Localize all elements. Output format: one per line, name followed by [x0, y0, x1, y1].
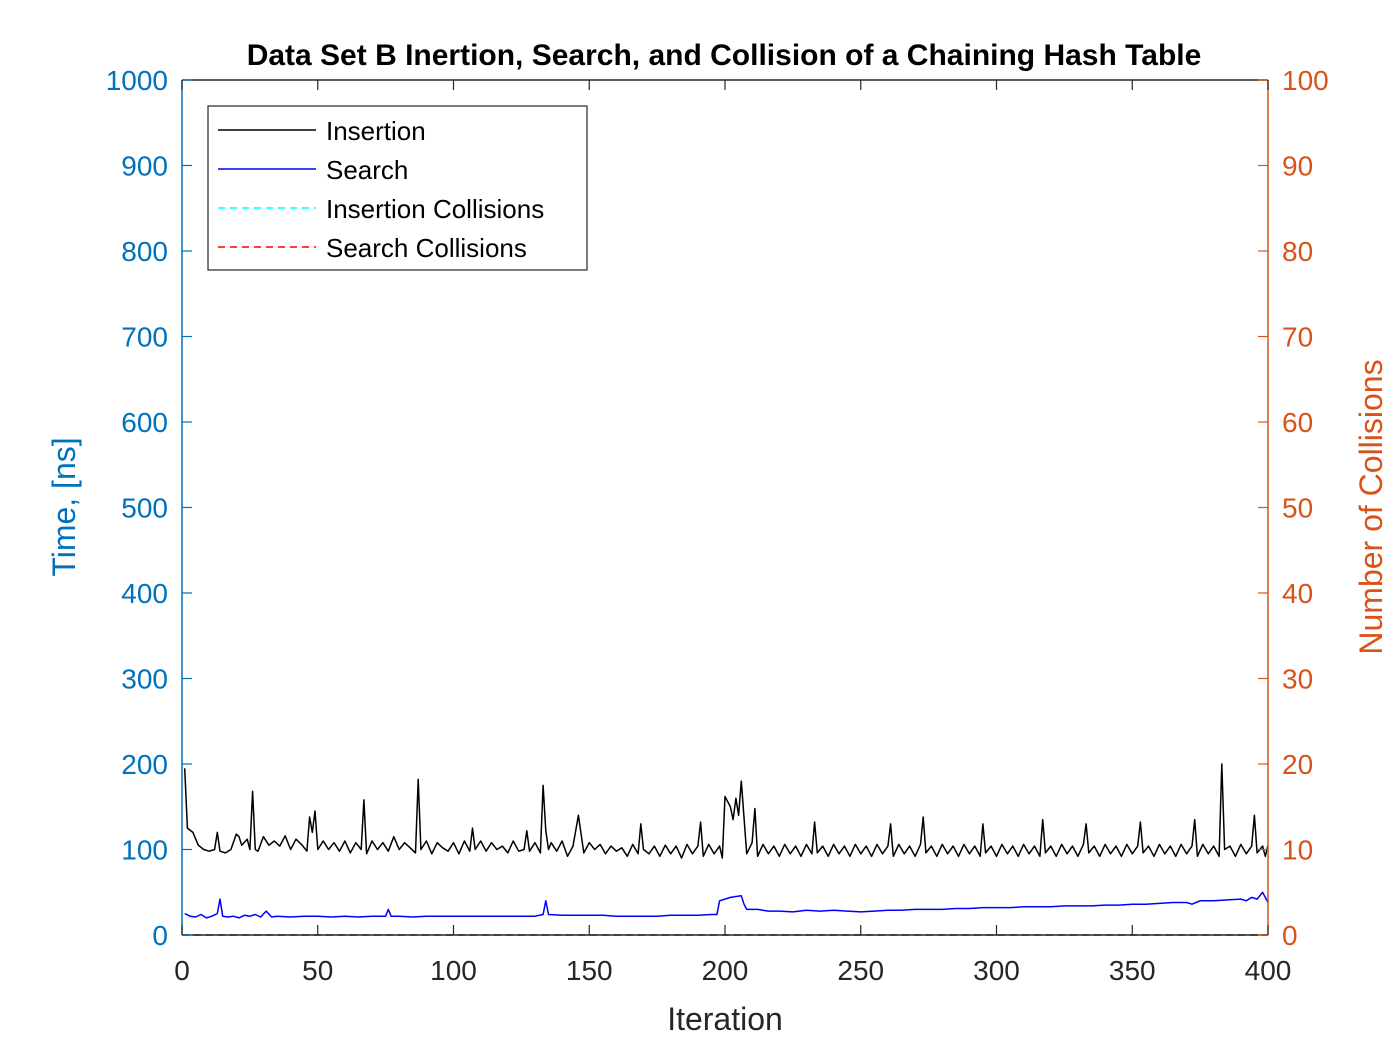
legend: Insertion Search Insertion Collisions Se…: [207, 105, 588, 271]
y-tick-label-right: 90: [1282, 151, 1313, 182]
legend-label-insertion: Insertion: [326, 116, 426, 146]
x-axis-label: Iteration: [667, 1001, 783, 1037]
series-search-line: [184, 891, 1269, 919]
legend-label-search-collisions: Search Collisions: [326, 233, 527, 263]
y-tick-label-right: 40: [1282, 578, 1313, 609]
x-tick-label: 0: [174, 955, 190, 986]
y-tick-label-left: 500: [121, 493, 168, 524]
legend-label-search: Search: [326, 155, 408, 185]
y-tick-label-left: 700: [121, 322, 168, 353]
y-tick-label-right: 60: [1282, 407, 1313, 438]
chart-title: Data Set B Inertion, Search, and Collisi…: [247, 39, 1202, 72]
y-axis-label-left: Time, [ns]: [46, 437, 82, 576]
y-tick-label-left: 100: [121, 835, 168, 866]
x-tick-label: 50: [302, 955, 333, 986]
y-tick-label-right: 10: [1282, 835, 1313, 866]
y-tick-label-left: 300: [121, 664, 168, 695]
y-tick-label-left: 400: [121, 578, 168, 609]
x-tick-label: 400: [1245, 955, 1292, 986]
y-axis-label-right: Number of Collisions: [1353, 359, 1389, 654]
y-tick-label-right: 50: [1282, 493, 1313, 524]
series-insertion-line: [183, 763, 1269, 859]
x-tick-label: 250: [837, 955, 884, 986]
x-tick-label: 350: [1109, 955, 1156, 986]
y-tick-label-right: 20: [1282, 749, 1313, 780]
y-tick-label-right: 30: [1282, 664, 1313, 695]
x-tick-label: 100: [430, 955, 477, 986]
y-tick-label-right: 70: [1282, 322, 1313, 353]
legend-box: [207, 105, 588, 271]
left-axis-ticks: 0 100 200 300 400 500 600 700 800 900 1000: [106, 65, 192, 951]
legend-label-insertion-collisions: Insertion Collisions: [326, 194, 544, 224]
y-tick-label-left: 800: [121, 236, 168, 267]
x-tick-label: 150: [566, 955, 613, 986]
y-tick-label-left: 600: [121, 407, 168, 438]
y-tick-label-right: 80: [1282, 236, 1313, 267]
y-tick-label-left: 900: [121, 151, 168, 182]
y-tick-label-left: 1000: [106, 65, 168, 96]
y-tick-label-left: 0: [152, 920, 168, 951]
y-tick-label-right: 0: [1282, 920, 1298, 951]
right-axis-ticks: 0 10 20 30 40 50 60 70 80 90 100: [1258, 65, 1329, 951]
y-tick-label-right: 100: [1282, 65, 1329, 96]
x-axis-ticks: 0 50 100 150 200 250 300 350 400: [174, 80, 1291, 986]
x-tick-label: 200: [702, 955, 749, 986]
x-tick-label: 300: [973, 955, 1020, 986]
y-tick-label-left: 200: [121, 749, 168, 780]
